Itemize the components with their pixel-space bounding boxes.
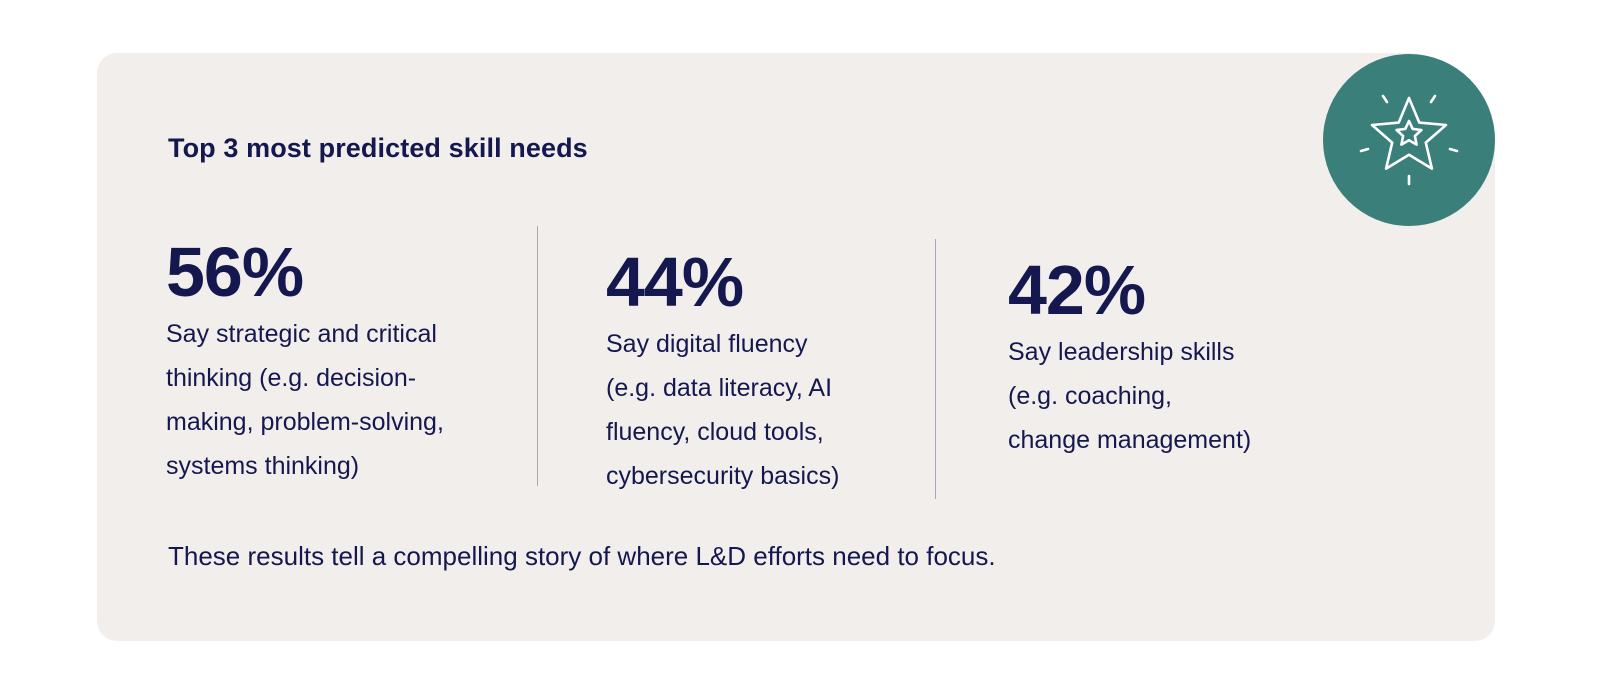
stat-leadership-skills: 42% Say leadership skills (e.g. coaching… xyxy=(1008,254,1328,462)
star-badge xyxy=(1323,54,1495,226)
stat-description: Say digital fluency (e.g. data literacy,… xyxy=(606,330,840,490)
stat-value: 44% xyxy=(606,243,744,321)
stat-digital-fluency: 44% Say digital fluency (e.g. data liter… xyxy=(606,246,906,498)
skills-card xyxy=(97,53,1495,641)
stat-description: Say strategic and critical thinking (e.g… xyxy=(166,320,444,480)
stat-strategic-thinking: 56% Say strategic and critical thinking … xyxy=(166,236,506,488)
footer-text: These results tell a compelling story of… xyxy=(168,541,996,571)
column-divider xyxy=(935,239,936,499)
stat-value: 42% xyxy=(1008,251,1146,329)
stat-description: Say leadership skills (e.g. coaching, ch… xyxy=(1008,338,1252,454)
star-icon xyxy=(1359,94,1459,186)
stat-value: 56% xyxy=(166,233,304,311)
card-title: Top 3 most predicted skill needs xyxy=(168,133,588,163)
column-divider xyxy=(537,226,538,486)
